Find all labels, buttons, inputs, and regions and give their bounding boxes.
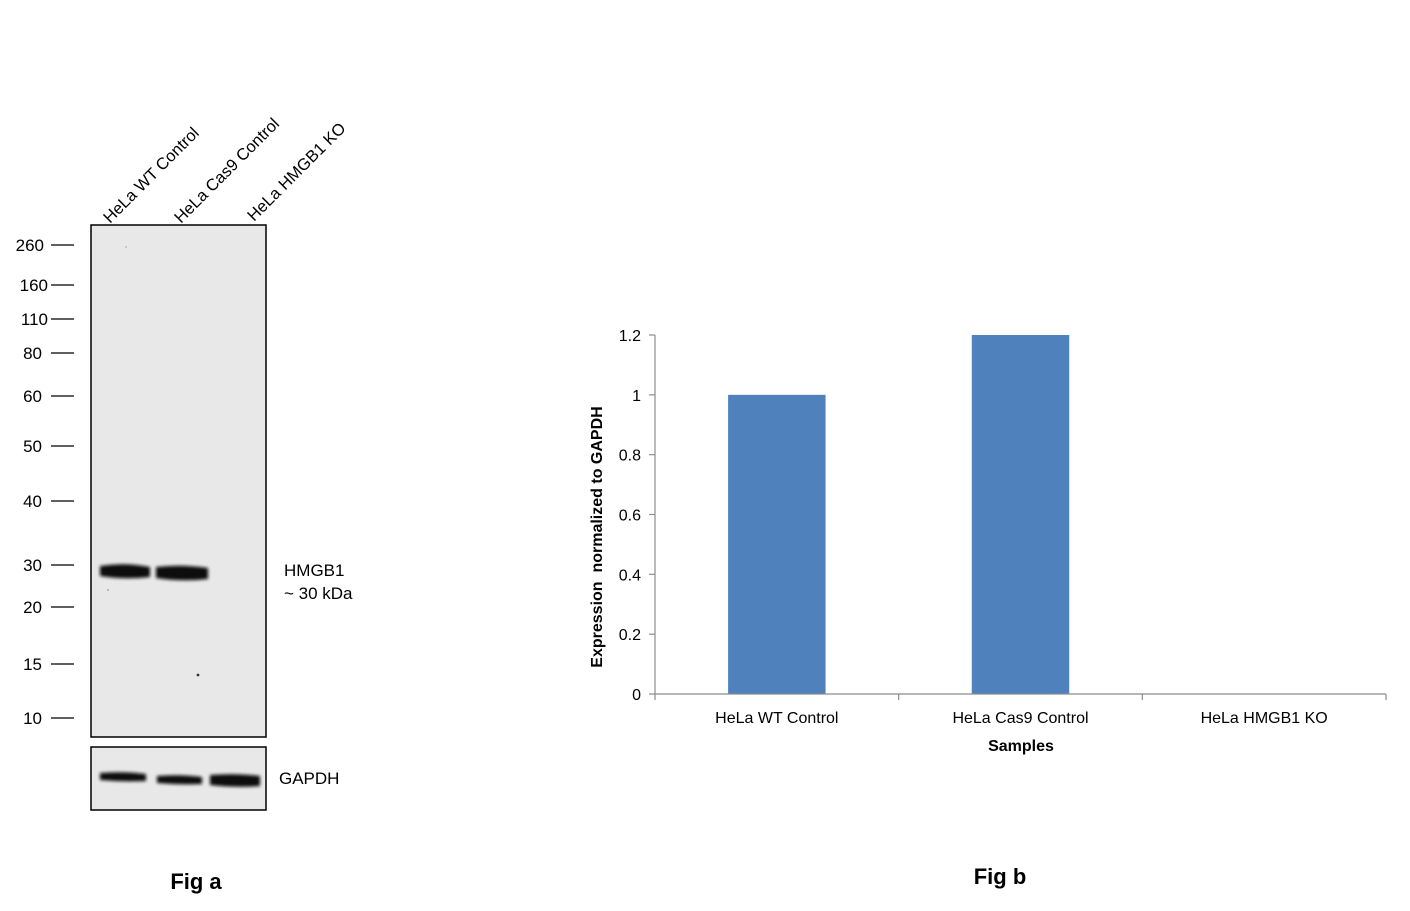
mw-marker-label: 15: [23, 655, 42, 674]
y-tick-label: 0.2: [619, 627, 641, 644]
band-label-size: ~ 30 kDa: [284, 584, 353, 603]
band-hmgb1-wt: [100, 564, 150, 579]
x-tick-label: HeLa Cas9 Control: [952, 710, 1088, 727]
mw-marker: 260: [16, 236, 74, 255]
mw-marker: 80: [23, 344, 74, 363]
y-tick-label: 0.6: [619, 508, 641, 525]
mw-marker-label: 10: [23, 709, 42, 728]
y-tick-label: 1: [632, 388, 641, 405]
figure-a-caption: Fig a: [170, 869, 222, 894]
mw-marker-label: 160: [20, 276, 48, 295]
mw-marker-label: 30: [23, 556, 42, 575]
band-gapdh-wt: [100, 772, 146, 782]
blot-panel-hmgb1: [90, 224, 267, 738]
y-tick-label: 0: [632, 687, 641, 704]
mw-marker: 30: [23, 556, 74, 575]
mw-marker-label: 260: [16, 236, 44, 255]
bar-chart: 0 0.2 0.4 0.6 0.8 1 1.2 HeLa WT Control HeLa Ca…: [589, 328, 1387, 889]
x-axis-title: Samples: [988, 738, 1054, 755]
x-tick-label: HeLa HMGB1 KO: [1201, 710, 1328, 727]
mw-marker-label: 80: [23, 344, 42, 363]
y-tick-label: 0.4: [619, 567, 641, 584]
mw-marker: 60: [23, 387, 74, 406]
western-blot-figure: HeLa WT Control HeLa Cas9 Control HeLa H…: [16, 115, 353, 894]
figure-b-caption: Fig b: [974, 864, 1027, 889]
band-gapdh-ko: [210, 774, 260, 787]
y-axis-title: Expression normalized to GAPDH: [589, 406, 606, 667]
mw-markers: 260 160 110 80 60 50 40 30: [16, 236, 74, 728]
bar-hela-cas9-control: [971, 335, 1070, 694]
y-tick-label: 1.2: [619, 328, 641, 345]
bars: [728, 335, 1070, 694]
band-gapdh-cas9: [157, 775, 202, 785]
gapdh-bands: [100, 772, 260, 787]
y-tick-label: 0.8: [619, 448, 641, 465]
bar-hela-wt-control: [728, 394, 826, 694]
band-label-hmgb1: HMGB1: [284, 561, 344, 580]
mw-marker: 40: [23, 492, 74, 511]
band-hmgb1-cas9: [156, 565, 208, 581]
mw-marker: 50: [23, 437, 74, 456]
mw-marker-label: 110: [21, 310, 48, 329]
mw-marker: 15: [23, 655, 74, 674]
hmgb1-bands: [100, 564, 208, 581]
mw-marker-label: 40: [23, 492, 42, 511]
mw-marker: 160: [20, 276, 74, 295]
mw-marker-label: 50: [23, 437, 42, 456]
x-axis: HeLa WT Control HeLa Cas9 Control HeLa HMG…: [654, 694, 1387, 727]
x-tick-label: HeLa WT Control: [715, 710, 838, 727]
band-label-gapdh: GAPDH: [279, 769, 339, 788]
mw-marker: 10: [23, 709, 74, 728]
mw-marker-label: 60: [23, 387, 42, 406]
y-axis-ticks: 0 0.2 0.4 0.6 0.8 1 1.2: [619, 328, 655, 704]
mw-marker-label: 20: [23, 598, 42, 617]
mw-marker: 110: [21, 310, 74, 329]
mw-marker: 20: [23, 598, 74, 617]
lane-labels: HeLa WT Control HeLa Cas9 Control HeLa H…: [100, 115, 350, 227]
